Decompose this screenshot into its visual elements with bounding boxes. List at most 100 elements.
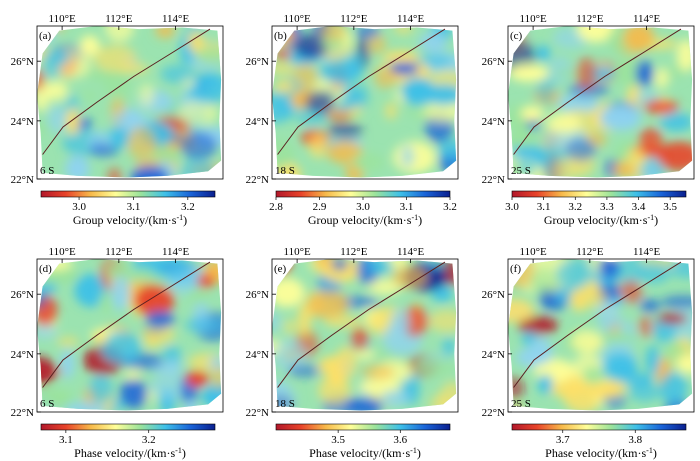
lat-tick-label: 24°N [11, 349, 34, 361]
colorbar-tick-label: 3.2 [142, 434, 156, 446]
panel-a: 110°E 112°E 114°E 26°N 24°N 22°N (a) 6 S 3.0 3.1 3… [11, 13, 224, 227]
map-frame [36, 25, 224, 180]
map-frame [271, 25, 459, 180]
colorbar-tick-label: 3.2 [181, 201, 195, 213]
colorbar-tick-label: 3.1 [400, 201, 414, 213]
map-frame [507, 258, 695, 413]
velocity-field [508, 26, 693, 178]
lat-tick-label: 22°N [246, 174, 269, 186]
lat-tick-label: 24°N [482, 349, 505, 361]
panel-label: (d) [39, 263, 52, 275]
colorbar-tick-label: 2.8 [269, 201, 283, 213]
velocity-field [37, 26, 222, 178]
colorbar-tick-label: 3.1 [127, 201, 141, 213]
colorbar-title: Phase velocity/(km·s-1) [309, 446, 421, 460]
colorbar-tick-label: 3.5 [331, 434, 345, 446]
lon-tick-label: 110°E [49, 13, 76, 25]
lon-tick-label: 112°E [340, 13, 367, 25]
colorbar-title: Group velocity/(km·s-1) [73, 213, 187, 227]
colorbar-tick-label: 3.2 [443, 201, 457, 213]
colorbar-tick-label: 3.6 [393, 434, 407, 446]
colorbar-title: Group velocity/(km·s-1) [308, 213, 422, 227]
lat-tick-label: 26°N [246, 289, 269, 301]
lat-tick-label: 24°N [482, 116, 505, 128]
lat-tick-label: 26°N [11, 56, 34, 68]
velocity-field [272, 259, 457, 411]
colorbar-tick-label: 3.0 [505, 201, 519, 213]
lon-tick-label: 112°E [576, 13, 603, 25]
colorbar-title: Phase velocity/(km·s-1) [545, 446, 657, 460]
fault-line [277, 28, 446, 155]
colorbar-tick-label: 3.1 [537, 201, 551, 213]
colorbar-tick-label: 2.9 [313, 201, 327, 213]
lat-tick-label: 26°N [482, 289, 505, 301]
colorbar-tick-label: 3.8 [628, 434, 642, 446]
period-label: 6 S [40, 398, 54, 410]
lat-tick-label: 22°N [11, 407, 34, 419]
panel-label: (a) [39, 30, 52, 42]
lat-tick-label: 22°N [246, 407, 269, 419]
lat-tick-label: 22°N [482, 407, 505, 419]
lon-tick-label: 112°E [576, 246, 603, 258]
period-label: 18 S [275, 398, 295, 410]
colorbar-title: Phase velocity/(km·s-1) [74, 446, 186, 460]
panel-label: (f) [510, 263, 521, 275]
colorbar-tick-label: 3.7 [556, 434, 570, 446]
colorbar [275, 423, 451, 431]
lon-tick-label: 114°E [633, 13, 660, 25]
lon-tick-label: 110°E [520, 246, 547, 258]
lon-tick-label: 112°E [105, 246, 132, 258]
colorbar-tick-label: 3.1 [59, 434, 73, 446]
lon-tick-label: 114°E [162, 246, 189, 258]
colorbar [511, 190, 687, 198]
lon-tick-label: 114°E [397, 13, 424, 25]
lat-tick-label: 24°N [246, 349, 269, 361]
panel-label: (c) [510, 30, 523, 42]
lat-tick-label: 24°N [246, 116, 269, 128]
lon-tick-label: 110°E [284, 13, 311, 25]
map-frame [507, 25, 695, 180]
colorbar-title: Group velocity/(km·s-1) [544, 213, 658, 227]
colorbar [275, 190, 451, 198]
lat-tick-label: 22°N [11, 174, 34, 186]
colorbar-tick-label: 3.4 [632, 201, 646, 213]
lat-tick-label: 26°N [482, 56, 505, 68]
period-label: 18 S [275, 165, 295, 177]
fault-line [513, 28, 682, 155]
lon-tick-label: 110°E [520, 13, 547, 25]
colorbar [40, 190, 216, 198]
map-frame [36, 258, 224, 413]
colorbar [40, 423, 216, 431]
fault-line [42, 28, 211, 155]
panel-b: 110°E 112°E 114°E 26°N 24°N 22°N (b) 18 S 2.8 2.9… [246, 13, 459, 227]
lon-tick-label: 114°E [633, 246, 660, 258]
lat-tick-label: 22°N [482, 174, 505, 186]
lon-tick-label: 110°E [284, 246, 311, 258]
panel-f: 110°E 112°E 114°E 26°N 24°N 22°N (f) 25 S 3.7 3.8… [482, 246, 695, 460]
panel-d: 110°E 112°E 114°E 26°N 24°N 22°N (d) 6 S 3.1 3.2P… [11, 246, 224, 460]
colorbar-tick-label: 3.0 [72, 201, 86, 213]
lon-tick-label: 110°E [49, 246, 76, 258]
panel-e: 110°E 112°E 114°E 26°N 24°N 22°N (e) 18 S 3.5 3.6… [246, 246, 459, 460]
panel-c: 110°E 112°E 114°E 26°N 24°N 22°N (c) 25 S 3.0 3.1… [482, 13, 695, 227]
lat-tick-label: 26°N [246, 56, 269, 68]
colorbar-tick-label: 3.2 [568, 201, 582, 213]
colorbar [511, 423, 687, 431]
lon-tick-label: 114°E [397, 246, 424, 258]
lon-tick-label: 112°E [340, 246, 367, 258]
period-label: 6 S [40, 165, 54, 177]
panel-label: (e) [274, 263, 287, 275]
colorbar-tick-label: 3.3 [600, 201, 614, 213]
fault-line [277, 261, 446, 388]
colorbar-tick-label: 3.5 [663, 201, 677, 213]
map-frame [271, 258, 459, 413]
period-label: 25 S [511, 165, 531, 177]
fault-line [42, 261, 211, 388]
velocity-field [272, 26, 457, 178]
panel-label: (b) [274, 30, 287, 42]
panels-layer: 110°E 112°E 114°E 26°N 24°N 22°N (a) 6 S 3.0 3.1 3… [11, 13, 695, 460]
lon-tick-label: 114°E [162, 13, 189, 25]
lat-tick-label: 26°N [11, 289, 34, 301]
lon-tick-label: 112°E [105, 13, 132, 25]
